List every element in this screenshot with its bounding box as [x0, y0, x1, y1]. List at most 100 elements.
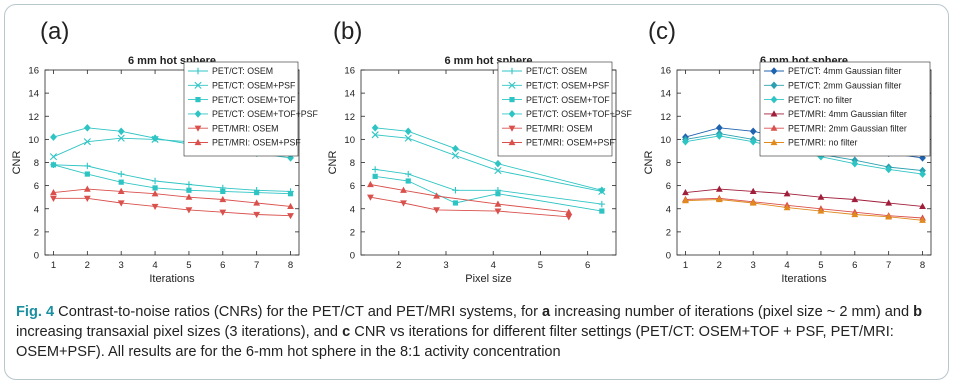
marker-triangle-down	[151, 203, 159, 211]
marker-triangle-down	[287, 213, 294, 220]
marker-triangle-up	[400, 186, 407, 193]
marker-triangle-up	[287, 202, 294, 210]
marker-triangle-up	[151, 190, 159, 197]
marker-plus	[151, 177, 159, 185]
x-axis-label: Iterations	[149, 273, 195, 285]
y-tick-label: 0	[666, 251, 671, 262]
y-axis-label: CNR	[11, 151, 23, 175]
x-tick-label: 4	[491, 260, 496, 271]
marker-diamond	[404, 127, 412, 136]
y-tick-label: 10	[660, 135, 671, 146]
series-path	[685, 197, 923, 219]
y-tick-label: 16	[28, 66, 39, 77]
legend-entry: PET/CT: 2mm Gaussian filter	[788, 81, 901, 91]
marker-diamond	[494, 159, 502, 168]
x-tick-label: 2	[85, 260, 90, 271]
x-tick-label: 5	[186, 260, 191, 271]
marker-triangle-up	[185, 193, 193, 200]
marker-x	[371, 131, 379, 139]
marker-triangle-down	[50, 195, 57, 202]
y-axis-label: CNR	[643, 151, 655, 175]
series-path	[53, 188, 291, 207]
x-tick-label: 5	[538, 260, 543, 271]
legend-entry: PET/CT: 4mm Gaussian filter	[788, 66, 901, 76]
marker-triangle-up	[253, 199, 261, 206]
y-tick-label: 12	[660, 112, 671, 123]
marker-x	[404, 134, 412, 142]
marker-square	[495, 191, 501, 197]
y-tick-label: 6	[666, 181, 671, 192]
marker-triangle-up	[50, 188, 57, 196]
caption-text: Contrast-to-noise ratios (CNRs) for the …	[16, 304, 922, 360]
marker-square	[84, 171, 90, 177]
marker-triangle-down	[219, 209, 227, 216]
marker-diamond	[452, 144, 459, 153]
x-tick-label: 1	[683, 260, 688, 271]
marker-square	[287, 191, 294, 197]
marker-square	[195, 97, 201, 103]
marker-square	[152, 185, 158, 191]
marker-x	[83, 138, 91, 146]
marker-square	[118, 179, 124, 185]
caption-panel-ref: a	[542, 304, 551, 320]
marker-diamond	[371, 124, 379, 132]
x-tick-label: 3	[751, 260, 756, 271]
marker-square	[452, 200, 459, 206]
marker-triangle-up	[817, 207, 825, 214]
marker-triangle-up	[219, 195, 227, 203]
marker-triangle-up	[565, 208, 573, 215]
y-tick-label: 0	[350, 251, 355, 262]
marker-diamond	[194, 110, 202, 118]
marker-diamond	[885, 165, 893, 174]
series-line	[367, 180, 573, 215]
y-tick-label: 6	[350, 181, 355, 192]
marker-diamond	[682, 137, 689, 146]
caption-segment: increasing transaxial pixel sizes (3 ite…	[16, 324, 343, 340]
y-tick-label: 12	[28, 112, 39, 123]
marker-diamond	[83, 124, 91, 132]
marker-triangle-down	[565, 214, 573, 221]
x-tick-label: 5	[818, 260, 823, 271]
x-tick-label: 2	[396, 260, 401, 271]
series-line	[50, 185, 294, 210]
marker-triangle-up	[715, 195, 723, 203]
legend-entry: PET/CT: OSEM+TOF	[526, 95, 610, 105]
caption-panel-ref: b	[913, 304, 923, 320]
y-tick-label: 2	[666, 227, 671, 238]
caption-segment: Contrast-to-noise ratios (CNRs) for the …	[54, 304, 543, 320]
series-line	[50, 162, 294, 197]
marker-triangle-up	[770, 124, 778, 131]
y-tick-label: 14	[660, 89, 671, 100]
legend: PET/CT: OSEM PET/CT: OSEM+PSF PET/CT: OSEM…	[497, 61, 633, 157]
legend-entry: PET/CT: OSEM	[526, 66, 587, 76]
y-tick-label: 10	[28, 135, 39, 146]
marker-square	[372, 173, 378, 179]
x-tick-label: 6	[220, 260, 225, 271]
series-line	[371, 124, 606, 195]
y-tick-label: 0	[34, 251, 39, 262]
marker-diamond	[770, 95, 778, 104]
panel-label: (b)	[333, 18, 362, 45]
legend-box	[497, 61, 613, 157]
marker-square	[254, 189, 260, 196]
marker-triangle-up	[433, 192, 440, 199]
x-tick-label: 1	[51, 260, 56, 271]
y-tick-label: 8	[666, 158, 671, 169]
series-path	[685, 188, 923, 207]
marker-triangle-up	[682, 188, 689, 196]
marker-x	[451, 151, 460, 160]
y-tick-label: 16	[344, 66, 355, 77]
marker-diamond	[919, 170, 926, 178]
marker-triangle-down	[117, 200, 125, 207]
marker-triangle-up	[749, 199, 757, 206]
y-tick-label: 12	[344, 112, 355, 123]
y-tick-label: 14	[344, 89, 355, 100]
marker-diamond	[151, 134, 159, 143]
marker-triangle-down	[508, 125, 516, 132]
legend-entry: PET/CT: OSEM+TOF+PSF	[526, 109, 633, 119]
marker-diamond	[508, 110, 516, 118]
legend-box	[759, 61, 931, 157]
marker-square	[405, 178, 411, 184]
series-line	[682, 185, 926, 210]
